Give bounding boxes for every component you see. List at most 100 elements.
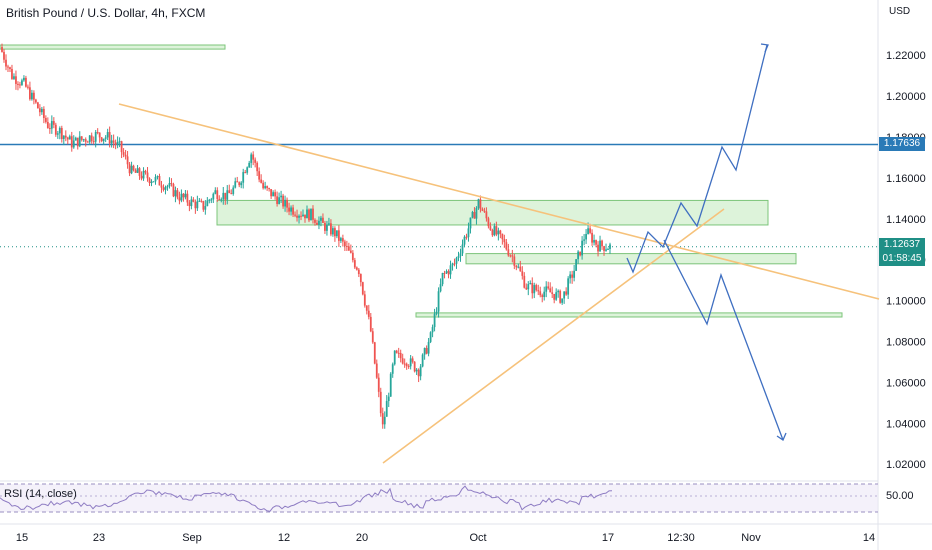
rsi-pane (0, 483, 878, 513)
candle-body (603, 246, 605, 251)
candle-body (272, 192, 275, 197)
candle-body (453, 263, 456, 265)
candle-body (465, 236, 468, 238)
candle-body (118, 141, 121, 143)
candle-body (403, 363, 406, 365)
candle-body (212, 193, 215, 200)
support-resistance-zone (415, 312, 843, 318)
candle-body (345, 246, 348, 248)
candle-body (204, 206, 207, 210)
candle-body (11, 68, 13, 79)
candle-body (246, 167, 249, 173)
candle-body (541, 295, 544, 297)
candle-body (64, 135, 67, 138)
candle-body (467, 228, 470, 238)
candle-body (455, 257, 458, 264)
candle-body (268, 188, 271, 190)
candle-body (29, 87, 31, 100)
candle-body (284, 199, 286, 207)
candle-body (312, 208, 314, 220)
candle-body (579, 251, 582, 256)
candle-body (300, 215, 302, 217)
candle-body (451, 263, 454, 266)
candle-body (42, 108, 45, 118)
candle-body (589, 228, 591, 233)
candle-body (282, 195, 284, 207)
candle-body (19, 84, 21, 86)
rsi-level-label: 50.00 (886, 490, 914, 502)
candle-body (156, 176, 159, 178)
candle-body (290, 207, 292, 212)
candle-body (238, 182, 241, 186)
candle-body (387, 396, 390, 402)
candle-body (443, 272, 446, 274)
x-tick-label: Oct (469, 532, 486, 544)
candle-body (607, 248, 609, 250)
candle-body (306, 209, 308, 219)
candle-body (136, 168, 139, 173)
candle-body (507, 249, 510, 256)
candle-body (294, 214, 296, 216)
currency-label: USD (889, 6, 911, 17)
candle-body (353, 260, 356, 268)
candle-body (381, 413, 384, 425)
candle-body (186, 193, 189, 203)
support-resistance-zone (0, 44, 226, 50)
candle-body (250, 154, 253, 163)
candle-body (72, 140, 75, 148)
candle-body (459, 253, 462, 257)
candle-body (537, 290, 540, 292)
candle-body (557, 290, 560, 293)
candle-body (575, 259, 578, 271)
candle-body (363, 294, 366, 306)
candle-body (409, 358, 412, 367)
x-tick-label: 23 (93, 532, 105, 544)
support-resistance-zone (216, 199, 769, 226)
candle-body (78, 136, 81, 147)
candle-body (429, 332, 432, 342)
ascending-trendline (382, 208, 725, 464)
candle-body (310, 208, 312, 221)
rsi-band (0, 484, 878, 512)
candle-body (144, 170, 147, 173)
candle-body (330, 223, 332, 235)
candle-body (561, 298, 564, 303)
candle-body (563, 291, 566, 299)
candle-body (379, 391, 382, 414)
current-price-tag: 1.12637 (879, 237, 925, 252)
candle-body (437, 291, 440, 312)
candle-body (567, 278, 570, 295)
candle-body (84, 139, 87, 142)
candle-body (529, 283, 532, 285)
candle-body (23, 77, 25, 81)
candle-body (50, 121, 53, 129)
candle-body (523, 275, 526, 288)
candle-body (108, 132, 111, 144)
chart-title: British Pound / U.S. Dollar, 4h, FXCM (6, 6, 206, 20)
bullish-arrowhead (760, 43, 769, 53)
candle-body (407, 366, 410, 368)
candle-body (172, 184, 175, 197)
candle-body (90, 135, 93, 142)
candle-body (599, 240, 601, 252)
candle-body (585, 234, 587, 240)
candle-body (56, 133, 59, 135)
candle-body (58, 127, 61, 134)
candle-body (569, 274, 572, 279)
candle-body (27, 86, 29, 88)
candle-body (555, 292, 558, 300)
candle-body (182, 193, 185, 198)
candle-body (605, 249, 607, 251)
candle-body (252, 154, 255, 160)
candle-body (322, 217, 324, 223)
candle-body (413, 361, 416, 372)
candle-body (391, 364, 394, 374)
candle-body (377, 377, 380, 392)
candle-body (535, 285, 538, 291)
bar-countdown-tag: 01:58:45 (879, 251, 925, 266)
candle-body (80, 136, 83, 140)
candle-body (545, 286, 548, 292)
candle-body (513, 256, 516, 266)
candle-body (425, 347, 428, 354)
candle-body (248, 162, 251, 168)
